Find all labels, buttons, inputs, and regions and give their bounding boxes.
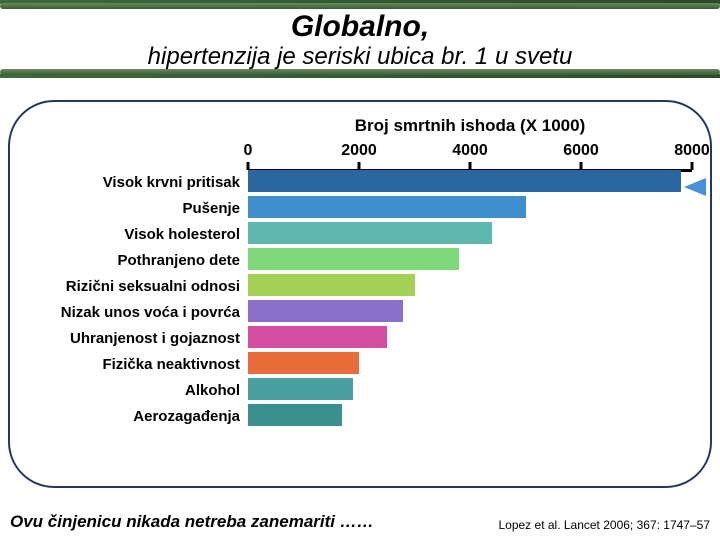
footer-note: Ovu činjenicu nikada netreba zanemariti … bbox=[10, 512, 374, 532]
bar bbox=[248, 248, 459, 270]
category-label: Aerozagađenja bbox=[28, 404, 248, 430]
title-line-2: hipertenzija je seriski ubica br. 1 u sv… bbox=[0, 43, 720, 72]
category-label: Fizička neaktivnost bbox=[28, 352, 248, 378]
bar bbox=[248, 326, 387, 348]
highlight-arrow-icon bbox=[684, 178, 706, 196]
axis-tick bbox=[691, 162, 694, 170]
axis-tick bbox=[580, 162, 583, 170]
chart-area: Visok krvni pritisakPušenjeVisok holeste… bbox=[28, 142, 692, 432]
bar bbox=[248, 378, 353, 400]
chart-title: Broj smrtnih ishoda (X 1000) bbox=[28, 116, 692, 136]
bars-container bbox=[248, 170, 692, 426]
axis-tick-label: 8000 bbox=[674, 142, 710, 160]
bar bbox=[248, 196, 526, 218]
category-labels: Visok krvni pritisakPušenjeVisok holeste… bbox=[28, 142, 248, 432]
bar bbox=[248, 274, 415, 296]
bar bbox=[248, 222, 492, 244]
axis-tick bbox=[358, 162, 361, 170]
category-label: Alkohol bbox=[28, 378, 248, 404]
axis-tick-label: 6000 bbox=[563, 142, 599, 160]
axis-tick-label: 2000 bbox=[341, 142, 377, 160]
axis-tick-label: 4000 bbox=[452, 142, 488, 160]
bar bbox=[248, 170, 681, 192]
category-label: Uhranjenost i gojaznost bbox=[28, 326, 248, 352]
category-label: Visok holesterol bbox=[28, 222, 248, 248]
category-label: Pušenje bbox=[28, 196, 248, 222]
category-label: Pothranjeno dete bbox=[28, 248, 248, 274]
footer: Ovu činjenicu nikada netreba zanemariti … bbox=[10, 512, 710, 532]
citation: Lopez et al. Lancet 2006; 367: 1747–57 bbox=[498, 518, 710, 532]
category-label: Visok krvni pritisak bbox=[28, 170, 248, 196]
axis-tick bbox=[469, 162, 472, 170]
chart-panel: Broj smrtnih ishoda (X 1000) Visok krvni… bbox=[8, 100, 712, 488]
x-axis: 02000400060008000 bbox=[248, 142, 692, 170]
plot-area: 02000400060008000 bbox=[248, 142, 692, 432]
bar bbox=[248, 352, 359, 374]
slide-header: Globalno, hipertenzija je seriski ubica … bbox=[0, 0, 720, 78]
axis-tick bbox=[247, 162, 250, 170]
axis-tick-label: 0 bbox=[244, 142, 253, 160]
title-line-1: Globalno, bbox=[0, 10, 720, 43]
category-label: Nizak unos voća i povrća bbox=[28, 300, 248, 326]
category-label: Rizični seksualni odnosi bbox=[28, 274, 248, 300]
bar bbox=[248, 300, 403, 322]
bar bbox=[248, 404, 342, 426]
